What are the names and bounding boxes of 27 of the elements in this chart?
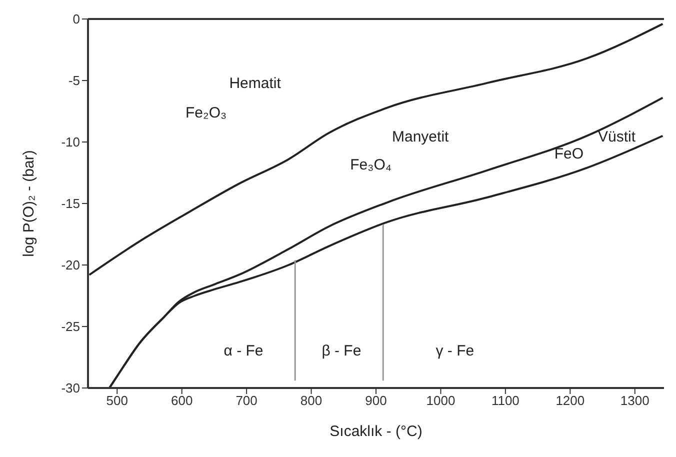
y-tick-label: -30 bbox=[61, 380, 80, 396]
y-tick-label: -25 bbox=[61, 319, 80, 334]
annotation: Vüstit bbox=[598, 128, 636, 146]
x-tick-label: 800 bbox=[300, 393, 322, 408]
x-tick-label: 600 bbox=[170, 393, 193, 408]
annotation: Hematit bbox=[229, 75, 282, 92]
y-tick-label: -5 bbox=[68, 73, 80, 88]
annotation: Fe₂O₃ bbox=[186, 104, 227, 122]
y-tick-label: 0 bbox=[72, 12, 80, 27]
x-tick-label: 1000 bbox=[426, 393, 456, 408]
annotation: FeO bbox=[554, 145, 584, 162]
annotation: γ - Fe bbox=[436, 342, 474, 360]
annotation: α - Fe bbox=[224, 342, 264, 360]
y-tick-label: -20 bbox=[61, 258, 80, 273]
x-tick-label: 1200 bbox=[556, 393, 585, 408]
annotation: β - Fe bbox=[322, 342, 362, 360]
x-tick-label: 1300 bbox=[620, 393, 650, 408]
annotation: Fe₃O₄ bbox=[350, 156, 392, 174]
y-tick-label: -15 bbox=[61, 196, 80, 212]
y-axis-title: log P(O)₂ - (bar) bbox=[20, 150, 38, 257]
y-tick-label: -10 bbox=[61, 134, 80, 150]
x-axis-title: Sıcaklık - (°C) bbox=[330, 423, 422, 440]
annotation: Manyetit bbox=[392, 128, 450, 146]
x-tick-label: 900 bbox=[365, 393, 387, 408]
x-tick-label: 500 bbox=[106, 393, 128, 408]
x-tick-label: 700 bbox=[236, 393, 258, 408]
x-tick-label: 1100 bbox=[491, 393, 520, 408]
